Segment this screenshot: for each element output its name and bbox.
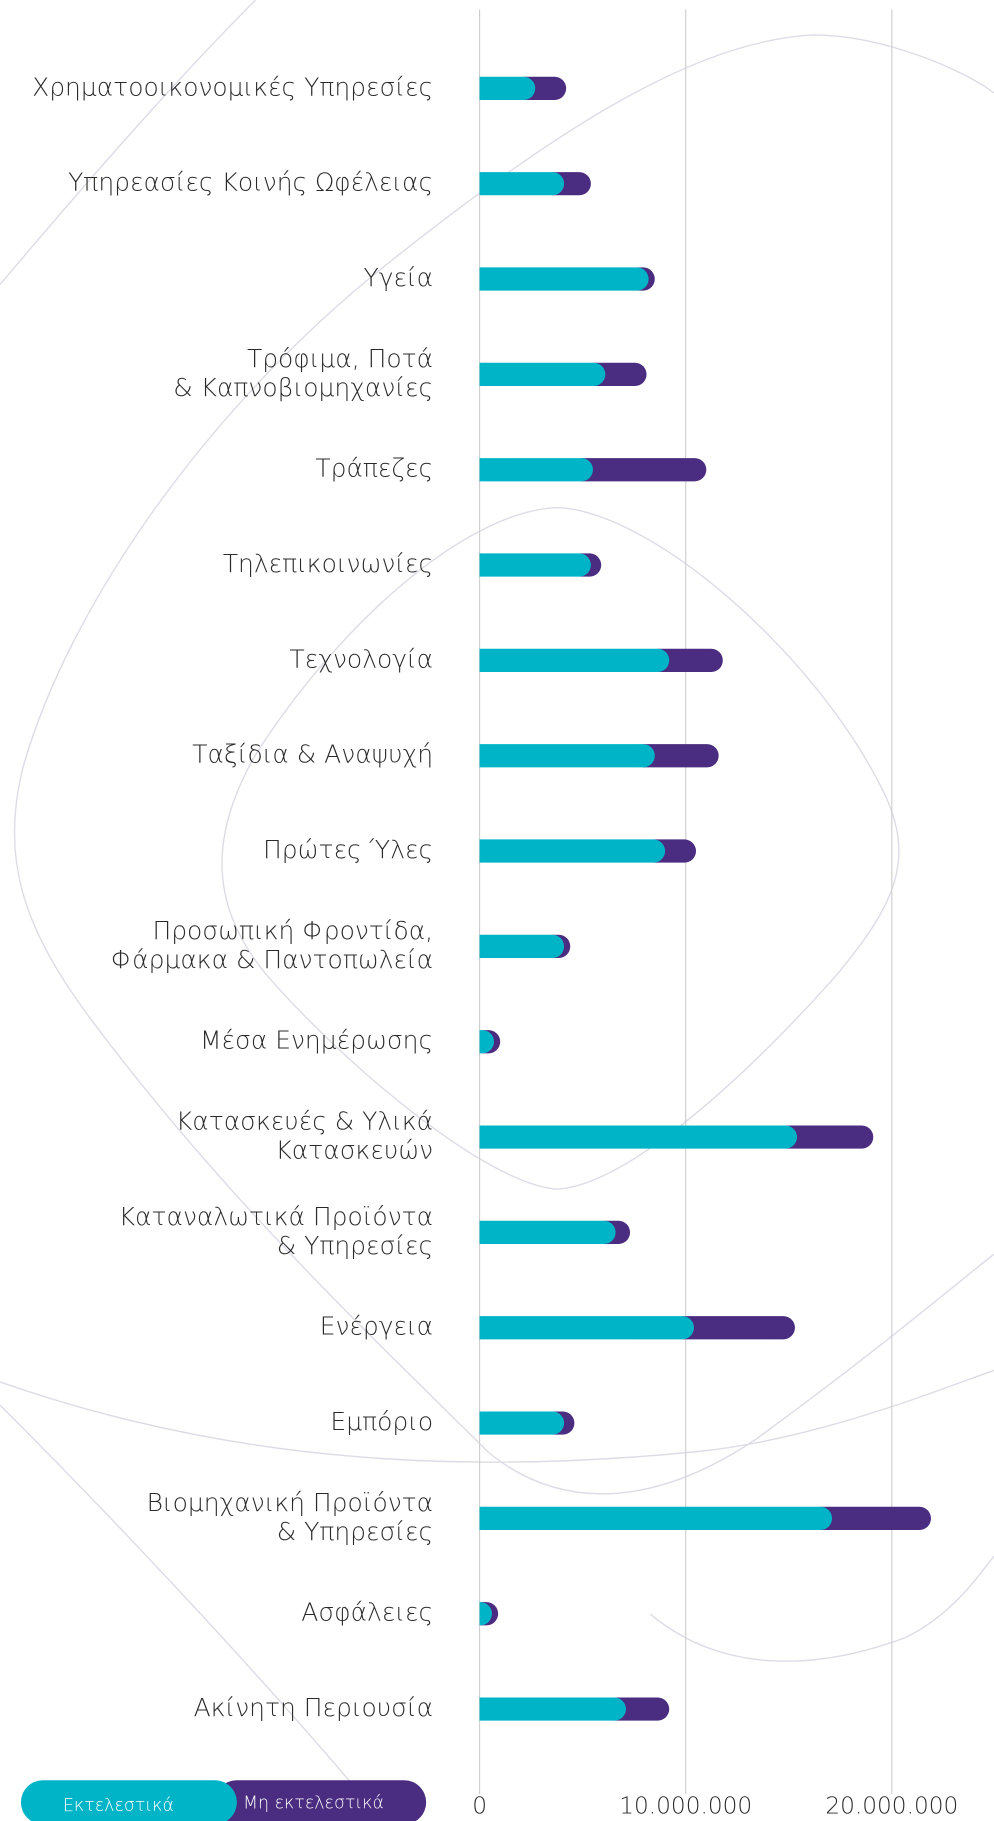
category-label: Κατασκευών	[275, 1136, 433, 1165]
bar-segment	[479, 1125, 797, 1149]
bar-segment	[614, 1697, 670, 1721]
bar-segment	[479, 362, 606, 386]
bars	[479, 76, 931, 1721]
category-label: Υγεία	[364, 263, 434, 292]
bar-segment	[820, 1506, 931, 1531]
bar-segment	[479, 172, 565, 196]
bar-segment	[479, 76, 536, 100]
bar-segment	[479, 267, 649, 291]
bar-segment	[479, 1411, 565, 1435]
category-label: Καταναλωτικά Προϊόντα	[119, 1202, 433, 1231]
bar-segment	[479, 744, 655, 768]
bar-segment	[523, 76, 567, 100]
bar-segment	[479, 1220, 616, 1245]
bar-segment	[479, 648, 670, 672]
bar-segment	[479, 1030, 495, 1054]
bar-segment	[643, 744, 719, 768]
bar-segment	[785, 1125, 874, 1149]
bar-segment	[479, 1602, 492, 1626]
legend-swatch	[20, 1780, 237, 1821]
legend-label: Εκτελεστικά	[63, 1796, 174, 1816]
x-tick-label: 20.000.000	[825, 1792, 958, 1819]
bar-segment	[479, 1316, 694, 1340]
bar-segment	[479, 1506, 833, 1531]
category-label: Ταξίδια & Αναψυχή	[192, 740, 433, 769]
category-label: Βιομηχανική Προϊόντα	[147, 1488, 434, 1517]
bar-segment	[593, 362, 647, 386]
bar-segment	[479, 1697, 626, 1721]
category-label: Μέσα Ενημέρωσης	[200, 1026, 433, 1055]
category-label: & Υπηρεσίες	[277, 1231, 433, 1260]
bar-segment	[479, 458, 593, 482]
category-label: Τρόφιμα, Ποτά	[247, 344, 433, 373]
category-label: Χρηματοοικονομικές Υπηρεσίες	[32, 72, 433, 101]
category-label: Ενέργεια	[320, 1312, 433, 1341]
legend-swatch	[214, 1780, 427, 1821]
bar-segment	[479, 553, 591, 577]
category-label: Τεχνολογία	[290, 644, 434, 673]
category-label: & Καπνοβιομηχανίες	[173, 373, 433, 402]
bar-segment	[653, 839, 697, 863]
bar-segment	[479, 934, 565, 958]
bar-segment	[581, 458, 707, 482]
bar-segment	[657, 648, 723, 672]
x-tick-label: 0	[472, 1792, 487, 1819]
labels: 0 10.000.000 20.000.000 Χρηματοοικονομικές …	[32, 72, 958, 1819]
category-label: Υπηρεασίες Κοινής Ωφέλειας	[68, 168, 433, 197]
grid	[479, 9, 893, 1795]
category-label: Κατασκευές & Υλικά	[176, 1107, 433, 1136]
category-label: & Υπηρεσίες	[277, 1517, 433, 1546]
category-label: Τράπεζες	[315, 454, 433, 483]
legend-label: Μη εκτελεστικά	[243, 1793, 384, 1813]
category-label: Πρώτες Ύλες	[263, 835, 433, 864]
category-label: Προσωπική Φροντίδα,	[152, 916, 433, 945]
x-tick-label: 10.000.000	[619, 1792, 752, 1819]
category-label: Εμπόριο	[330, 1407, 433, 1436]
bar-segment	[682, 1316, 795, 1340]
category-label: Τηλεπικοινωνίες	[223, 549, 433, 578]
bar-segment	[479, 839, 666, 863]
category-label: Ακίνητη Περιουσία	[194, 1693, 433, 1722]
category-label: Φάρμακα & Παντοπωλεία	[111, 945, 433, 974]
legend: Εκτελεστικά Μη εκτελεστικά	[20, 1780, 427, 1821]
category-label: Ασφάλειες	[301, 1598, 433, 1627]
